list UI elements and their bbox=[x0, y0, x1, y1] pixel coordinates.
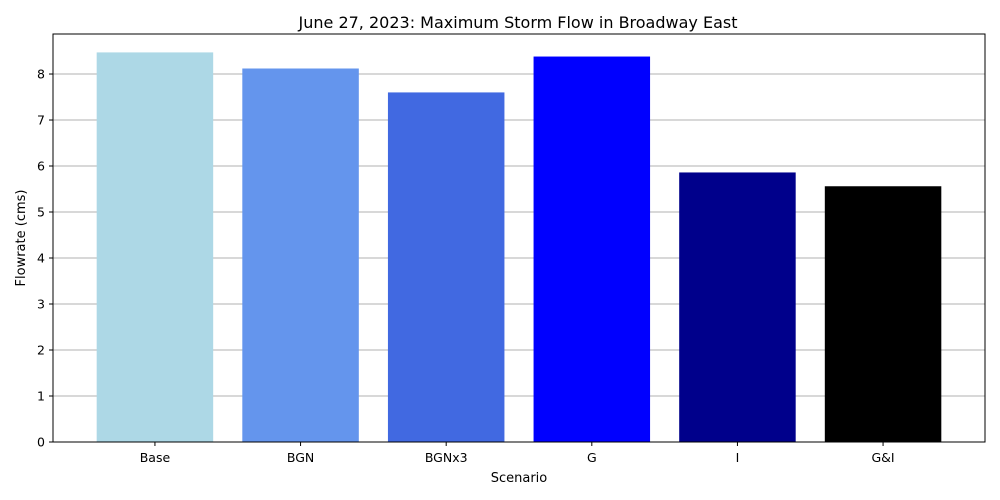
bar-g bbox=[533, 56, 651, 443]
x-axis-ticks: Base BGN BGNx3 G I G&I bbox=[140, 442, 895, 465]
bar-bgnx3 bbox=[387, 92, 505, 442]
x-tick-label: Base bbox=[140, 450, 171, 465]
y-axis-label: Flowrate (cms) bbox=[14, 190, 29, 287]
plot-frame bbox=[52, 33, 986, 443]
y-axis-ticks: 0 1 2 3 4 5 6 7 8 bbox=[37, 67, 53, 450]
y-tick-label: 7 bbox=[37, 113, 45, 128]
bar-g-i bbox=[824, 186, 942, 442]
x-tick-label: BGNx3 bbox=[425, 450, 468, 465]
x-tick-label: G&I bbox=[872, 450, 895, 465]
y-tick-label: 4 bbox=[37, 251, 45, 266]
y-tick-label: 0 bbox=[37, 435, 45, 450]
y-tick-label: 8 bbox=[37, 67, 45, 82]
chart-title: June 27, 2023: Maximum Storm Flow in Bro… bbox=[298, 13, 738, 32]
bars bbox=[96, 52, 942, 443]
x-tick-label: BGN bbox=[287, 450, 314, 465]
x-tick-label: I bbox=[736, 450, 740, 465]
y-tick-label: 1 bbox=[37, 389, 45, 404]
bar-bgn bbox=[242, 68, 359, 443]
y-tick-label: 5 bbox=[37, 205, 45, 220]
x-tick-label: G bbox=[587, 450, 597, 465]
x-axis-label: Scenario bbox=[491, 471, 548, 486]
bar-base bbox=[96, 52, 214, 442]
y-tick-label: 6 bbox=[37, 159, 45, 174]
y-tick-label: 3 bbox=[37, 297, 45, 312]
bar-i bbox=[679, 172, 796, 442]
y-tick-label: 2 bbox=[37, 343, 45, 358]
